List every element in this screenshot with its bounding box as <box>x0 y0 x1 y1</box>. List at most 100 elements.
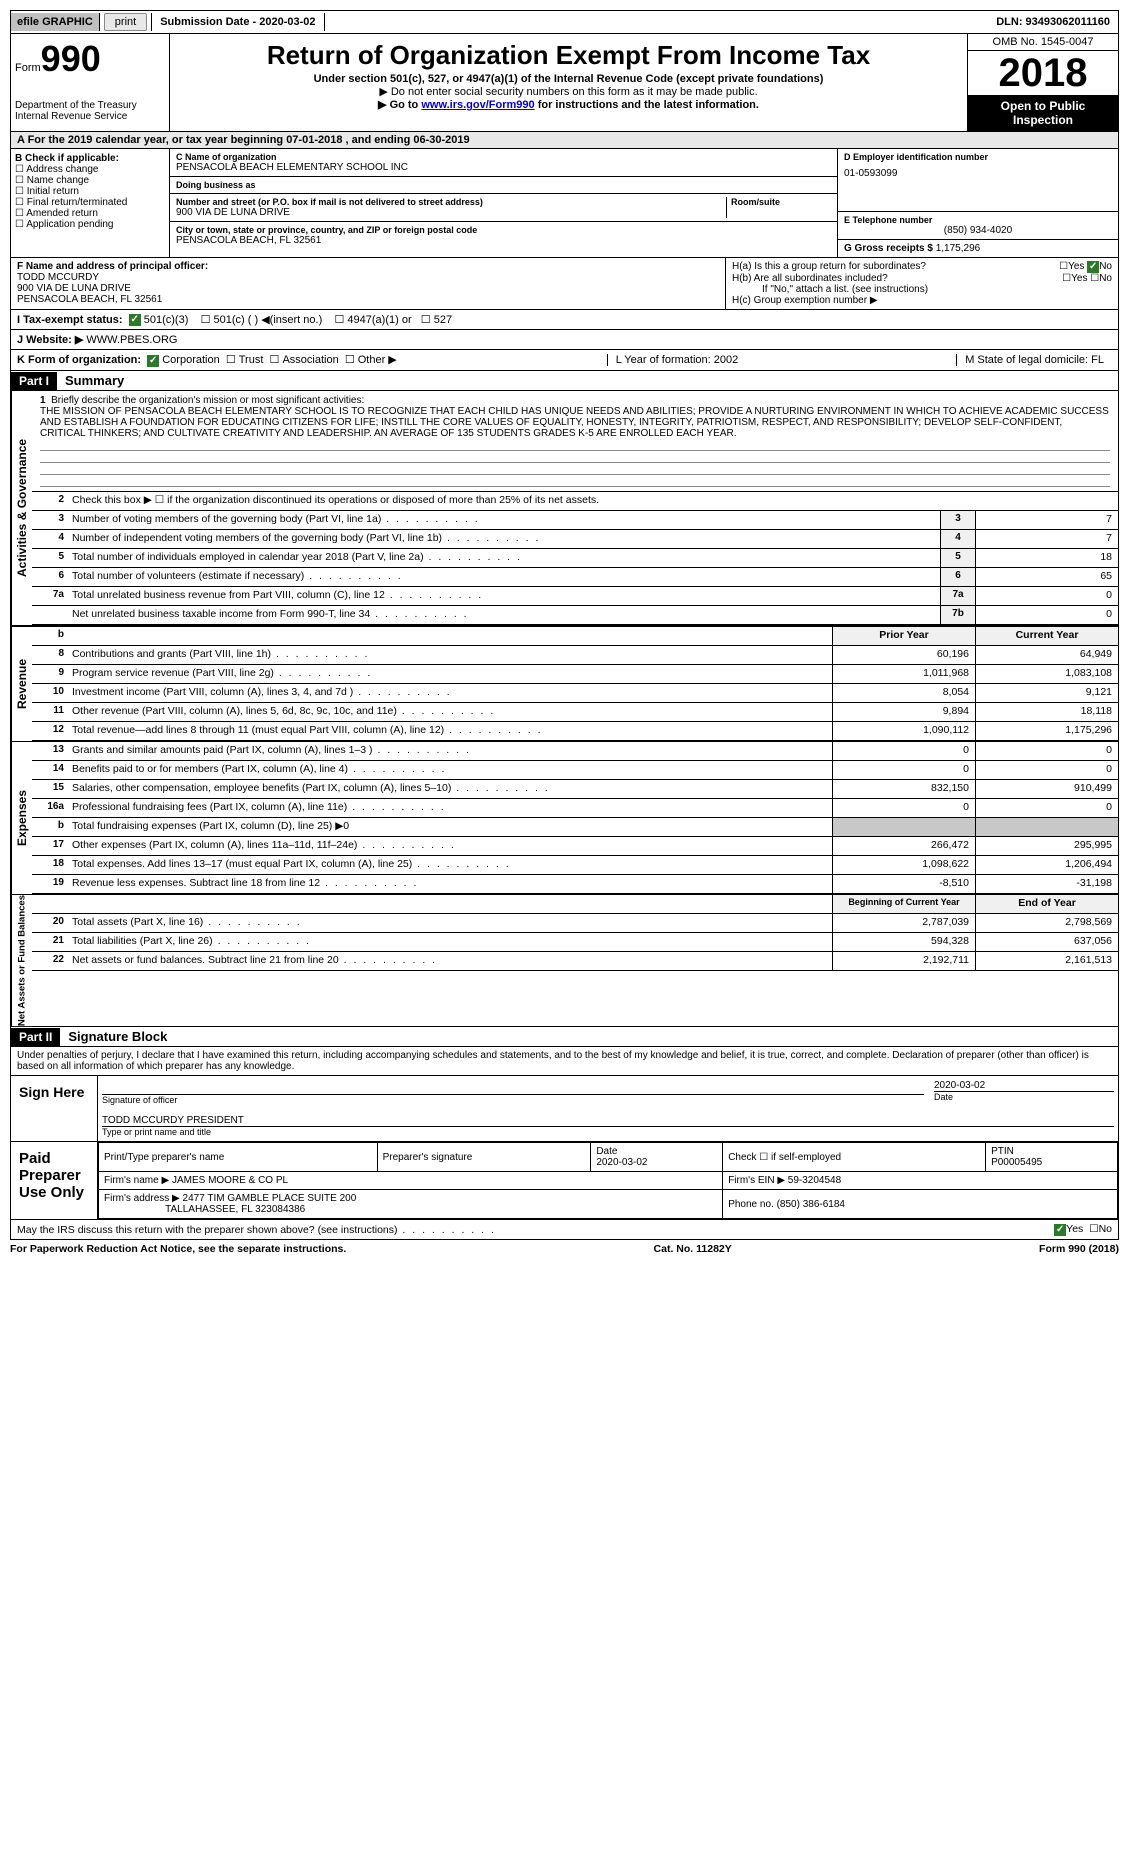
part2-header-row: Part II Signature Block <box>10 1027 1119 1047</box>
prior-year-header: Prior Year <box>832 627 975 645</box>
col-f-officer: F Name and address of principal officer:… <box>11 258 726 309</box>
form-number: 990 <box>41 38 101 79</box>
cb-address-change[interactable]: ☐ Address change <box>15 164 165 175</box>
ein-label: D Employer identification number <box>844 152 1112 162</box>
table-row: 19Revenue less expenses. Subtract line 1… <box>32 875 1118 894</box>
part1-title: Summary <box>57 371 132 390</box>
room-label: Room/suite <box>731 197 831 207</box>
table-row: 17Other expenses (Part IX, column (A), l… <box>32 837 1118 856</box>
city-value: PENSACOLA BEACH, FL 32561 <box>176 235 831 246</box>
expenses-section: Expenses 13Grants and similar amounts pa… <box>10 741 1119 894</box>
city-label: City or town, state or province, country… <box>176 225 831 235</box>
row-fh: F Name and address of principal officer:… <box>10 258 1119 310</box>
hb-label: H(b) Are all subordinates included? <box>732 273 888 284</box>
ptin-cell: PTINP00005495 <box>986 1143 1118 1172</box>
org-form-label: K Form of organization: <box>17 354 141 366</box>
check-icon: ✓ <box>1087 261 1099 273</box>
cb-initial-return[interactable]: ☐ Initial return <box>15 186 165 197</box>
part2-badge: Part II <box>11 1028 60 1046</box>
header-right: OMB No. 1545-0047 2018 Open to Public In… <box>967 34 1118 131</box>
table-row: 5Total number of individuals employed in… <box>32 549 1118 568</box>
paperwork-notice: For Paperwork Reduction Act Notice, see … <box>10 1243 346 1255</box>
table-row: 3Number of voting members of the governi… <box>32 511 1118 530</box>
phone-value: (850) 934-4020 <box>844 225 1112 236</box>
officer-addr2: PENSACOLA BEACH, FL 32561 <box>17 294 162 305</box>
form-header: Form990 Department of the Treasury Inter… <box>10 34 1119 132</box>
print-button[interactable]: print <box>104 13 147 31</box>
form-footer: Form 990 (2018) <box>1039 1243 1119 1255</box>
part1-header-row: Part I Summary <box>10 371 1119 391</box>
ein-value: 01-0593099 <box>844 168 1112 179</box>
col-c-org-info: C Name of organization PENSACOLA BEACH E… <box>170 149 838 257</box>
prep-date-cell: Date2020-03-02 <box>591 1143 723 1172</box>
website-value: WWW.PBES.ORG <box>86 334 177 346</box>
cb-name-change[interactable]: ☐ Name change <box>15 175 165 186</box>
expenses-side-label: Expenses <box>11 742 32 894</box>
note-link-post: for instructions and the latest informat… <box>535 99 759 111</box>
table-row: 6Total number of volunteers (estimate if… <box>32 568 1118 587</box>
dba-label: Doing business as <box>176 180 831 190</box>
officer-typed-name: TODD MCCURDY PRESIDENT <box>102 1115 1114 1126</box>
prep-sig-cell: Preparer's signature <box>377 1143 591 1172</box>
signature-section: Under penalties of perjury, I declare th… <box>10 1047 1119 1220</box>
omb-number: OMB No. 1545-0047 <box>968 34 1118 51</box>
table-row: 21Total liabilities (Part X, line 26)594… <box>32 933 1118 952</box>
self-employed-cell: Check ☐ if self-employed <box>723 1143 986 1172</box>
firm-ein-cell: Firm's EIN ▶ 59-3204548 <box>723 1172 1118 1190</box>
table-row: Net unrelated business taxable income fr… <box>32 606 1118 625</box>
cb-final-return[interactable]: ☐ Final return/terminated <box>15 197 165 208</box>
gross-value: 1,175,296 <box>936 243 981 254</box>
header-center: Return of Organization Exempt From Incom… <box>170 34 967 131</box>
website-label: J Website: ▶ <box>17 333 83 346</box>
check-icon: ✓ <box>147 355 159 367</box>
irs-link[interactable]: www.irs.gov/Form990 <box>421 99 534 111</box>
mission-text: THE MISSION OF PENSACOLA BEACH ELEMENTAR… <box>40 406 1109 439</box>
note-ssn: ▶ Do not enter social security numbers o… <box>174 85 963 98</box>
firm-name-cell: Firm's name ▶ JAMES MOORE & CO PL <box>99 1172 723 1190</box>
col-h-group: H(a) Is this a group return for subordin… <box>726 258 1118 309</box>
cb-amended-return[interactable]: ☐ Amended return <box>15 208 165 219</box>
open-public-label: Open to Public Inspection <box>968 95 1118 131</box>
governance-section: Activities & Governance 1 Briefly descri… <box>10 391 1119 625</box>
paid-preparer-label: Paid Preparer Use Only <box>11 1142 98 1219</box>
part2-title: Signature Block <box>60 1027 175 1046</box>
submission-date: Submission Date - 2020-03-02 <box>151 13 324 31</box>
header-left: Form990 Department of the Treasury Inter… <box>11 34 170 131</box>
cat-no: Cat. No. 11282Y <box>654 1243 732 1255</box>
table-row: 10Investment income (Part VIII, column (… <box>32 684 1118 703</box>
firm-phone-cell: Phone no. (850) 386-6184 <box>723 1190 1118 1219</box>
year-formation: L Year of formation: 2002 <box>607 354 747 366</box>
note-link-pre: ▶ Go to <box>378 99 421 111</box>
hc-label: H(c) Group exemption number ▶ <box>732 295 1112 306</box>
netassets-side-label: Net Assets or Fund Balances <box>11 895 32 1026</box>
form-title: Return of Organization Exempt From Incom… <box>174 40 963 71</box>
firm-addr-cell: Firm's address ▶ 2477 TIM GAMBLE PLACE S… <box>99 1190 723 1219</box>
footer-final: For Paperwork Reduction Act Notice, see … <box>10 1240 1119 1258</box>
form-prefix: Form <box>15 62 41 74</box>
officer-label: F Name and address of principal officer: <box>17 261 208 272</box>
part1-badge: Part I <box>11 372 57 390</box>
sign-here-label: Sign Here <box>11 1076 98 1141</box>
sig-date-label: Date <box>934 1091 1114 1102</box>
line2-desc: Check this box ▶ ☐ if the organization d… <box>68 492 1118 510</box>
table-row: 22Net assets or fund balances. Subtract … <box>32 952 1118 971</box>
perjury-text: Under penalties of perjury, I declare th… <box>11 1047 1118 1075</box>
col-b-heading: B Check if applicable: <box>15 153 119 164</box>
preparer-table: Print/Type preparer's name Preparer's si… <box>98 1142 1118 1219</box>
table-row: 7aTotal unrelated business revenue from … <box>32 587 1118 606</box>
discuss-row: May the IRS discuss this return with the… <box>10 1220 1119 1240</box>
table-row: 12Total revenue—add lines 8 through 11 (… <box>32 722 1118 741</box>
mission-label: Briefly describe the organization's miss… <box>51 395 364 406</box>
table-row: 11Other revenue (Part VIII, column (A), … <box>32 703 1118 722</box>
tax-year: 2018 <box>968 51 1118 95</box>
revenue-section: Revenue b Prior Year Current Year 8Contr… <box>10 625 1119 741</box>
row-k-org-form: K Form of organization: ✓ Corporation ☐ … <box>10 350 1119 371</box>
check-icon: ✓ <box>1054 1224 1066 1236</box>
dln-number: DLN: 93493062011160 <box>988 13 1118 31</box>
table-row: 4Number of independent voting members of… <box>32 530 1118 549</box>
table-row: 20Total assets (Part X, line 16)2,787,03… <box>32 914 1118 933</box>
street-value: 900 VIA DE LUNA DRIVE <box>176 207 726 218</box>
top-bar: efile GRAPHIC print Submission Date - 20… <box>10 10 1119 34</box>
org-name-label: C Name of organization <box>176 152 831 162</box>
cb-application-pending[interactable]: ☐ Application pending <box>15 219 165 230</box>
